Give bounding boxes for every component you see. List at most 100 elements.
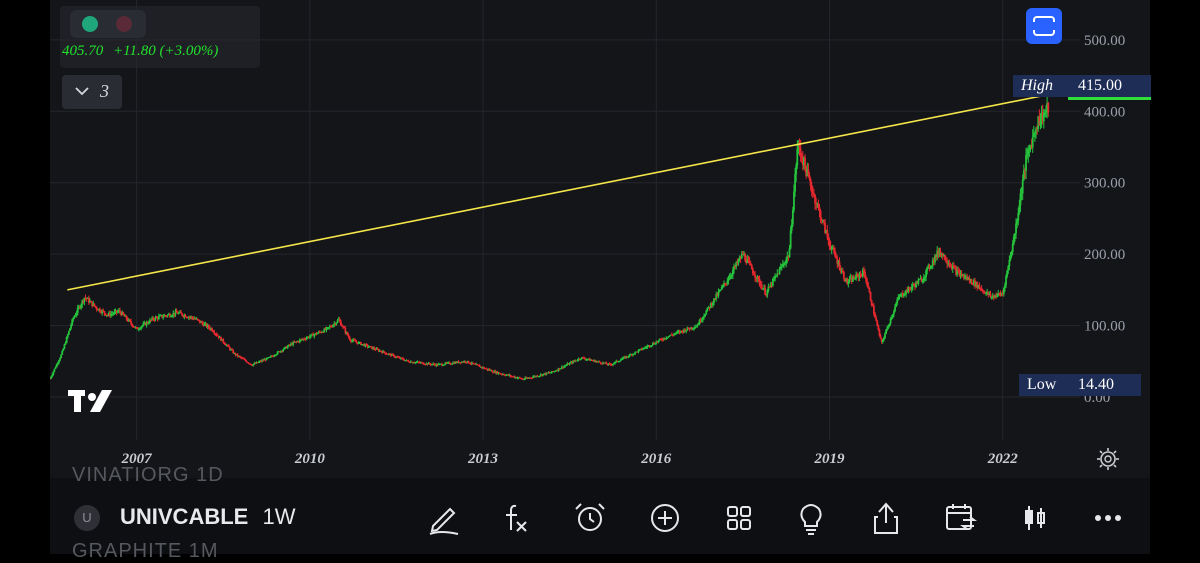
candle-body xyxy=(654,343,657,345)
share-button[interactable] xyxy=(866,498,906,538)
candle-body xyxy=(191,316,194,318)
candle-body xyxy=(648,345,651,347)
hide-dot-icon[interactable] xyxy=(116,16,132,32)
candle-body xyxy=(967,277,970,280)
candle-body xyxy=(140,326,142,329)
candle-body xyxy=(683,329,685,333)
candle-body xyxy=(241,357,243,359)
candle-body xyxy=(504,374,507,376)
candle-body xyxy=(306,336,309,338)
candle-body xyxy=(62,348,65,351)
candle-body xyxy=(876,320,879,326)
candle-body xyxy=(763,287,765,289)
plus-circle-icon xyxy=(651,504,679,532)
candle-body xyxy=(685,330,688,332)
candle-body xyxy=(976,281,979,289)
candle-body xyxy=(364,344,367,347)
trendline[interactable] xyxy=(67,89,1073,291)
candle-body xyxy=(408,362,411,364)
candle-body xyxy=(542,374,544,376)
symbol-avatar[interactable]: U xyxy=(74,505,100,531)
candle-body xyxy=(50,376,53,379)
candle-body xyxy=(275,354,278,356)
candle-body xyxy=(754,275,756,278)
candle-body xyxy=(592,360,594,362)
candle-body xyxy=(672,334,674,336)
candle-body xyxy=(417,361,420,363)
candle-body xyxy=(80,304,82,308)
ideas-button[interactable] xyxy=(791,498,831,538)
candle-body xyxy=(376,348,379,350)
candle-body xyxy=(894,306,896,312)
indicators-button[interactable] xyxy=(496,498,536,538)
alert-button[interactable] xyxy=(570,498,610,538)
candle-body xyxy=(962,274,965,278)
candle-body xyxy=(312,333,315,337)
candle-body xyxy=(436,364,439,366)
candle-body xyxy=(733,266,735,271)
candle-body xyxy=(194,318,197,320)
candle-body xyxy=(297,341,300,343)
candle-body xyxy=(1017,213,1020,221)
candle-body xyxy=(789,230,792,249)
candle-body xyxy=(565,365,568,367)
candle-body xyxy=(937,250,940,255)
candle-body xyxy=(117,310,120,312)
candle-body xyxy=(223,342,226,344)
candle-body xyxy=(75,312,78,315)
candle-body xyxy=(620,358,623,360)
candle-body xyxy=(741,253,744,255)
layout-button[interactable] xyxy=(719,498,759,538)
candle-body xyxy=(513,376,516,378)
candle-body xyxy=(146,322,149,324)
candle-body xyxy=(794,174,796,192)
candle-body xyxy=(1042,113,1045,122)
candle-body xyxy=(848,278,851,282)
candle-body xyxy=(218,336,221,338)
candle-body xyxy=(837,261,840,264)
candle-body xyxy=(142,323,145,326)
price-tick-label: 400.00 xyxy=(1084,104,1125,120)
candle-body xyxy=(810,186,813,193)
year-tick-label: 2016 xyxy=(640,451,672,467)
candle-body xyxy=(905,290,908,295)
candle-body xyxy=(806,169,809,176)
collapse-indicators-button[interactable]: 3 xyxy=(62,75,122,109)
candle-body xyxy=(593,360,595,362)
candle-body xyxy=(438,363,441,365)
candle-body xyxy=(91,301,94,306)
draw-button[interactable] xyxy=(424,498,464,538)
chart-type-button[interactable] xyxy=(1015,498,1055,538)
visibility-toggle[interactable] xyxy=(70,10,146,38)
candle-body xyxy=(1012,236,1015,245)
candle-body xyxy=(442,365,444,367)
replay-button[interactable] xyxy=(940,498,980,538)
candle-body xyxy=(211,328,214,331)
candle-body xyxy=(347,335,350,338)
candle-body xyxy=(482,367,484,369)
symbol-selector[interactable]: UNIVCABLE 1W xyxy=(120,504,295,530)
candle-body xyxy=(925,270,927,277)
fullscreen-button[interactable] xyxy=(1026,8,1062,44)
eye-dot-icon[interactable] xyxy=(82,16,98,32)
candle-body xyxy=(740,253,743,259)
candle-body xyxy=(926,267,929,271)
candle-body xyxy=(532,376,534,378)
chart-panel[interactable]: 500.00 400.00 300.00 200.00 100.00 0.00 2007 2… xyxy=(50,0,1150,478)
candle-body xyxy=(807,169,810,176)
candle-body xyxy=(991,295,994,297)
chevron-down-icon xyxy=(74,83,90,104)
more-button[interactable] xyxy=(1088,498,1128,538)
candle-body xyxy=(936,250,939,258)
settings-gear-icon[interactable] xyxy=(1097,448,1119,470)
candles xyxy=(50,96,1050,381)
candle-body xyxy=(835,255,838,259)
candle-body xyxy=(779,267,782,269)
candle-body xyxy=(1032,133,1035,137)
add-button[interactable] xyxy=(645,498,685,538)
candle-body xyxy=(398,357,401,359)
candle-body xyxy=(361,344,363,346)
candle-body xyxy=(656,341,659,343)
